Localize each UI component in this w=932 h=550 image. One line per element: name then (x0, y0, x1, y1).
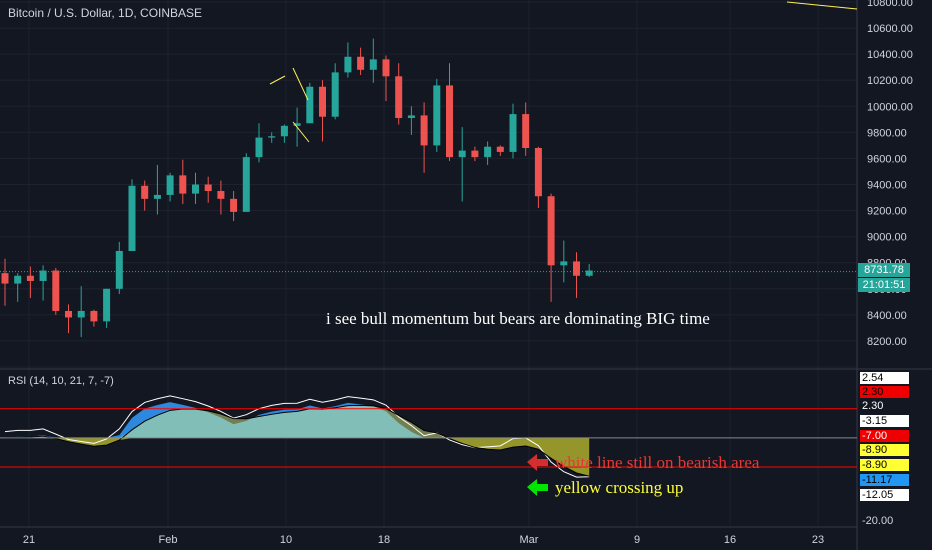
candle-body (344, 56, 352, 73)
rsi-axis-label: 2.54 (860, 372, 909, 384)
candle-body (382, 59, 390, 77)
price-tick-label: 8200.00 (867, 336, 907, 348)
candle-body (77, 310, 85, 318)
candle-body (369, 59, 377, 70)
candle-body (509, 114, 517, 152)
rsi-axis-label: 2.30 (860, 386, 909, 398)
time-tick-label: 21 (23, 534, 35, 546)
candle-body (319, 86, 326, 117)
candle-body (446, 85, 453, 158)
time-tick-label: 18 (378, 534, 390, 546)
rsi-axis-label: -12.05 (860, 489, 909, 501)
candle-body (26, 275, 34, 281)
trend-line-drawing[interactable] (292, 67, 309, 101)
red-arrow-icon (527, 454, 548, 471)
time-tick-label: 23 (812, 534, 824, 546)
candle-body (115, 250, 123, 289)
candle-body (1, 273, 9, 284)
candle-body (420, 115, 428, 146)
white-line-annotation: white line still on bearish area (555, 453, 760, 472)
time-tick-label: 9 (634, 534, 640, 546)
candle-body (395, 76, 403, 119)
price-tick-label: 8400.00 (867, 310, 907, 322)
time-tick-label: Mar (520, 534, 539, 546)
rsi-axis-label: -20.00 (860, 515, 909, 527)
candle-body (458, 150, 466, 158)
candle-body (204, 184, 212, 192)
candle-body (585, 270, 593, 276)
price-tick-label: 10200.00 (867, 75, 913, 87)
candle-body (230, 198, 238, 212)
candle-body (357, 56, 365, 70)
rsi-axis-label: -3.15 (860, 415, 909, 427)
chart-title: Bitcoin / U.S. Dollar, 1D, COINBASE (8, 6, 203, 20)
rsi-white-line (4, 395, 590, 478)
price-tick-label: 10800.00 (867, 0, 913, 9)
candle-body (433, 85, 441, 146)
price-tick-label: 9600.00 (867, 153, 907, 165)
candle-body (522, 114, 530, 148)
price-tick-label: 9800.00 (867, 127, 907, 139)
price-tick-label: 10400.00 (867, 49, 913, 61)
yellow-line-annotation: yellow crossing up (555, 478, 684, 497)
candle-body (471, 150, 479, 158)
rsi-black-line (4, 404, 590, 477)
candle-body (547, 196, 555, 266)
candle-body (407, 115, 415, 119)
price-tick-label: 9200.00 (867, 206, 907, 218)
candle-body (217, 191, 225, 199)
candle-body (280, 125, 288, 137)
candle-body (560, 261, 568, 266)
candle-body (331, 72, 339, 117)
candle-body (484, 146, 492, 158)
candle-body (128, 185, 136, 251)
time-tick-label: 16 (724, 534, 736, 546)
candle-body (268, 136, 276, 138)
price-tick-label: 10600.00 (867, 23, 913, 35)
candle-body (255, 137, 263, 158)
rsi-axis-label: 2.30 (860, 400, 909, 412)
candle-body (65, 310, 72, 318)
countdown-label: 21:01:51 (858, 278, 910, 292)
rsi-axis-label: -8.90 (860, 459, 909, 471)
rsi-axis-label: -8.90 (860, 444, 909, 456)
rsi-yellow-area (5, 437, 590, 477)
candle-body (153, 194, 161, 199)
candle-body (141, 185, 149, 199)
rsi-title: RSI (14, 10, 21, 7, -7) (8, 375, 114, 387)
rsi-blue-area (5, 402, 590, 438)
candle-body (306, 86, 314, 124)
rsi-light-area (5, 405, 590, 438)
last-price-label: 8731.78 (858, 263, 910, 277)
candle-body (573, 261, 580, 276)
time-tick-label: 10 (280, 534, 292, 546)
rsi-axis-label: -11.17 (860, 474, 909, 486)
trend-line-drawing[interactable] (786, 1, 858, 10)
trend-line-drawing[interactable] (292, 121, 310, 143)
candle-body (496, 146, 504, 152)
candle-body (39, 270, 47, 281)
green-arrow-icon (527, 479, 548, 496)
candle-body (534, 148, 542, 197)
rsi-axis-label: -7.00 (860, 430, 909, 442)
price-tick-label: 9400.00 (867, 180, 907, 192)
candle-body (166, 175, 174, 195)
candle-body (103, 288, 111, 322)
candle-body (90, 310, 98, 322)
candle-body (14, 275, 22, 284)
price-tick-label: 10000.00 (867, 101, 913, 113)
time-tick-label: Feb (159, 534, 178, 546)
candle-body (242, 157, 250, 212)
candle-body (179, 175, 187, 194)
candle-body (192, 184, 199, 194)
candle-body (52, 270, 60, 311)
main-annotation: i see bull momentum but bears are domina… (326, 309, 710, 328)
price-tick-label: 9000.00 (867, 232, 907, 244)
candle-body (293, 123, 301, 126)
trend-line-drawing[interactable] (269, 75, 286, 85)
